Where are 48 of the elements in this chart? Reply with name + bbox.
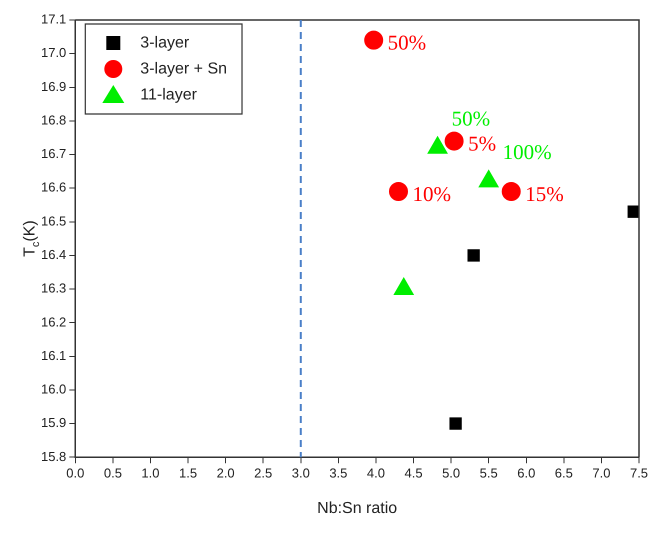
legend-label: 3-layer + Sn xyxy=(140,60,228,78)
x-tick-label: 7.5 xyxy=(630,466,648,481)
x-tick-label: 7.0 xyxy=(592,466,610,481)
x-tick-label: 0.5 xyxy=(104,466,122,481)
x-tick-label: 4.5 xyxy=(404,466,423,481)
legend-label: 3-layer xyxy=(140,34,190,52)
legend-label: 11-layer xyxy=(140,86,198,104)
annotation: 50% xyxy=(388,30,426,55)
y-tick-label: 16.8 xyxy=(40,112,66,128)
y-tick-label: 16.3 xyxy=(40,280,66,296)
y-tick-label: 16.9 xyxy=(40,78,66,94)
y-tick-label: 17.0 xyxy=(40,45,66,60)
point xyxy=(388,182,408,202)
annotation: 5% xyxy=(468,132,496,156)
y-tick-label: 16.4 xyxy=(40,246,66,262)
annotation: 100% xyxy=(502,140,552,164)
x-tick-label: 6.0 xyxy=(517,466,536,481)
y-tick-label: 16.6 xyxy=(40,180,66,195)
annotation: 10% xyxy=(412,182,451,206)
x-tick-label: 0.0 xyxy=(66,466,84,481)
y-tick-label: 16.1 xyxy=(40,348,66,363)
y-axis-title: Tc(K) xyxy=(21,220,42,257)
y-tick-label: 16.0 xyxy=(40,382,66,397)
x-tick-label: 3.5 xyxy=(329,466,348,481)
annotation: 50% xyxy=(452,106,490,130)
x-tick-label: 1.5 xyxy=(179,466,198,481)
y-tick-label: 15.9 xyxy=(40,415,66,430)
y-tick-label: 16.5 xyxy=(40,213,66,228)
point xyxy=(444,132,464,151)
point xyxy=(364,30,384,50)
x-axis-title: Nb:Sn ratio xyxy=(317,500,398,517)
point xyxy=(467,249,480,262)
y-tick-label: 16.2 xyxy=(40,314,66,330)
x-tick-label: 6.5 xyxy=(554,466,573,481)
point xyxy=(628,206,639,218)
x-tick-label: 2.5 xyxy=(254,466,272,481)
y-tick-label: 17.1 xyxy=(40,12,66,27)
x-tick-label: 3.0 xyxy=(292,466,310,481)
x-tick-label: 5.5 xyxy=(480,466,498,481)
y-tick-label: 15.8 xyxy=(40,448,66,464)
x-tick-label: 2.0 xyxy=(216,466,235,481)
x-tick-label: 1.0 xyxy=(141,466,160,481)
point xyxy=(449,417,462,430)
annotation: 15% xyxy=(525,182,564,206)
y-tick-label: 16.7 xyxy=(40,146,66,162)
point xyxy=(502,182,521,202)
x-tick-label: 5.0 xyxy=(442,466,460,481)
x-tick-label: 4.0 xyxy=(366,466,385,481)
